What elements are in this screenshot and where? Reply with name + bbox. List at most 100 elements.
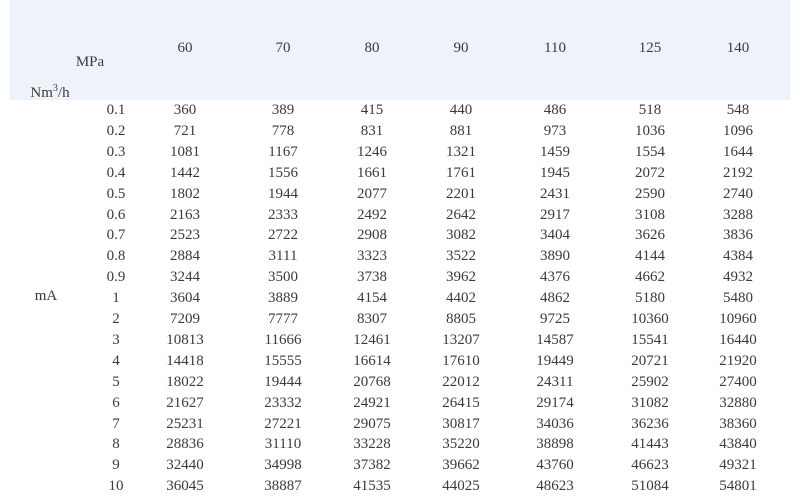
table-cell: 7209 <box>170 311 200 327</box>
table-cell: 8307 <box>357 311 387 327</box>
table-cell: 46623 <box>631 457 669 474</box>
table-cell: 21920 <box>719 352 757 369</box>
table-cell: 4376 <box>540 269 570 286</box>
table-cell: 2163 <box>170 206 200 223</box>
table-cell: 2590 <box>635 185 665 202</box>
table-cell: 22012 <box>442 373 480 390</box>
table-cell: 3738 <box>357 269 387 286</box>
table-cell: 27400 <box>719 373 757 390</box>
table-cell: 2077 <box>357 185 387 202</box>
table-cell: 973 <box>543 122 567 139</box>
flow-unit-base: Nm <box>30 85 53 101</box>
table-cell: 9725 <box>540 311 570 327</box>
table-cell: 2884 <box>170 248 200 265</box>
table-cell: 2642 <box>446 206 476 223</box>
table-cell: 41535 <box>353 478 391 495</box>
row-label: 0.6 <box>106 206 126 223</box>
table-cell: 518 <box>638 102 662 118</box>
column-header: 70 <box>275 40 291 56</box>
table-cell: 24311 <box>536 373 574 390</box>
row-label: 7 <box>112 415 120 432</box>
row-label: 8 <box>112 436 120 453</box>
table-cell: 2192 <box>723 164 753 181</box>
row-label: 0.8 <box>106 248 126 265</box>
table-cell: 14587 <box>536 331 574 348</box>
table-cell: 1321 <box>446 143 476 160</box>
table-cell: 1661 <box>357 164 387 181</box>
column-header: 125 <box>638 40 662 56</box>
table-cell: 1554 <box>635 143 665 160</box>
table-cell: 11666 <box>264 331 302 348</box>
table-cell: 831 <box>360 122 384 139</box>
table-cell: 39662 <box>442 457 480 474</box>
row-label: 0.4 <box>106 164 126 181</box>
table-cell: 3604 <box>170 290 200 307</box>
table-cell: 12461 <box>353 331 391 348</box>
table-cell: 25902 <box>631 373 669 390</box>
table-cell: 1167 <box>268 143 298 160</box>
table-cell: 25231 <box>166 415 204 432</box>
table-cell: 30817 <box>442 415 480 432</box>
table-cell: 3626 <box>635 227 665 244</box>
table-cell: 14418 <box>166 352 204 369</box>
table-cell: 28836 <box>166 436 204 453</box>
table-cell: 389 <box>271 102 295 118</box>
table-cell: 3962 <box>446 269 476 286</box>
table-cell: 43840 <box>719 436 757 453</box>
table-cell: 2523 <box>170 227 200 244</box>
row-label: 6 <box>112 394 120 411</box>
table-cell: 24921 <box>353 394 391 411</box>
row-label: 2 <box>112 311 120 327</box>
table-cell: 3836 <box>723 227 753 244</box>
table-cell: 10960 <box>719 311 757 327</box>
table-cell: 4932 <box>723 269 753 286</box>
row-label: 4 <box>112 352 120 369</box>
table-cell: 44025 <box>442 478 480 495</box>
table-cell: 1945 <box>540 164 570 181</box>
table-cell: 31082 <box>631 394 669 411</box>
table-cell: 36045 <box>166 478 204 495</box>
table-cell: 34036 <box>536 415 574 432</box>
table-cell: 27221 <box>264 415 302 432</box>
table-cell: 2072 <box>635 164 665 181</box>
table-cell: 2740 <box>723 185 753 202</box>
table-cell: 2722 <box>268 227 298 244</box>
table-cell: 49321 <box>719 457 757 474</box>
table-cell: 4384 <box>723 248 753 265</box>
table-cell: 548 <box>726 102 750 118</box>
table-cell: 23332 <box>264 394 302 411</box>
table-cell: 32880 <box>719 394 757 411</box>
table-cell: 2908 <box>357 227 387 244</box>
table-cell: 486 <box>543 102 567 118</box>
table-cell: 26415 <box>442 394 480 411</box>
table-cell: 1036 <box>635 122 665 139</box>
table-cell: 20721 <box>631 352 669 369</box>
table-cell: 16614 <box>353 352 391 369</box>
table-cell: 1556 <box>268 164 298 181</box>
row-label: 1 <box>112 290 120 307</box>
table-cell: 1644 <box>723 143 753 160</box>
flow-unit-exponent: 3 <box>52 83 58 94</box>
row-unit-label: mA <box>34 288 58 304</box>
table-header-background <box>10 0 790 100</box>
table-cell: 3889 <box>268 290 298 307</box>
row-label: 0.3 <box>106 143 126 160</box>
table-cell: 17610 <box>442 352 480 369</box>
table-cell: 35220 <box>442 436 480 453</box>
row-label: 0.7 <box>106 227 126 244</box>
table-cell: 16440 <box>719 331 757 348</box>
flow-unit-tail: /h <box>57 85 70 101</box>
table-cell: 8805 <box>446 311 476 327</box>
row-label: 10 <box>108 478 124 495</box>
table-cell: 51084 <box>631 478 669 495</box>
table-cell: 1442 <box>170 164 200 181</box>
table-cell: 7777 <box>268 311 298 327</box>
table-cell: 29174 <box>536 394 574 411</box>
table-cell: 2431 <box>540 185 570 202</box>
table-cell: 10360 <box>631 311 669 327</box>
table-cell: 20768 <box>353 373 391 390</box>
table-cell: 2917 <box>540 206 570 223</box>
table-cell: 3111 <box>268 248 298 265</box>
table-cell: 1246 <box>357 143 387 160</box>
table-cell: 41443 <box>631 436 669 453</box>
